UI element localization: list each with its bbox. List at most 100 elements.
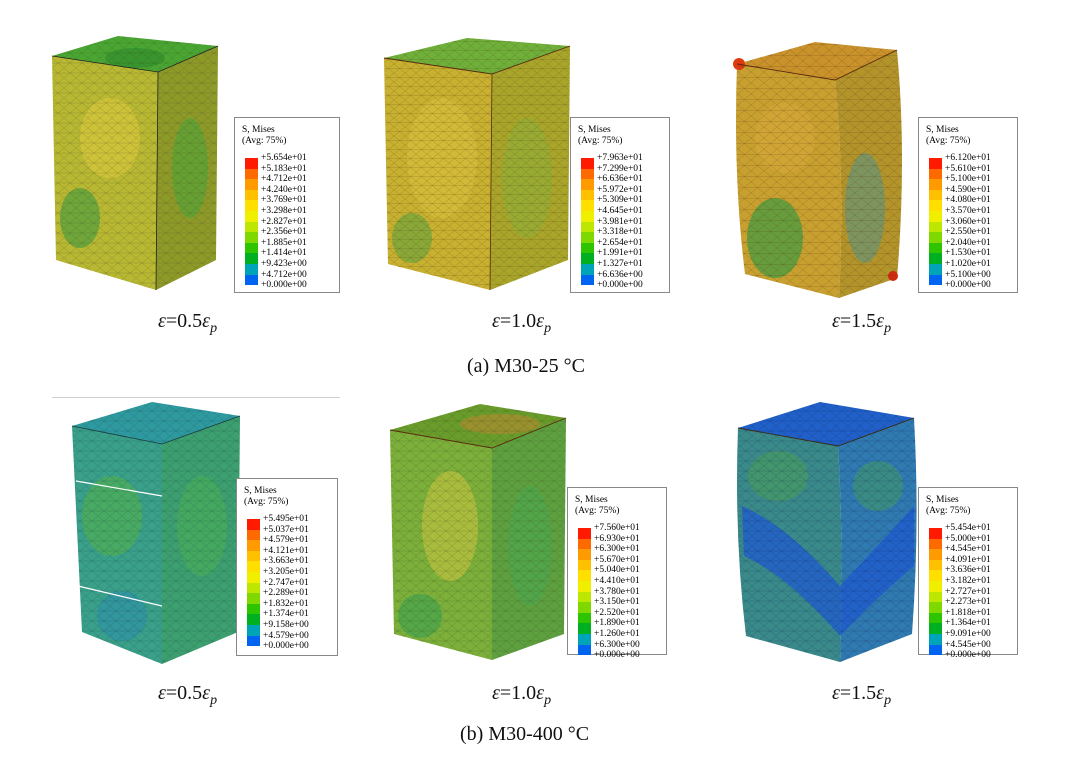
color-bands [929,528,942,656]
legend-value: +2.040e+01 [945,237,991,248]
legend-title: S, Mises [575,495,608,505]
band-4 [929,189,942,201]
strain-peak-subscript: p [884,321,892,336]
legend-value: +6.636e+01 [597,174,643,185]
band-10 [578,623,591,634]
strain-peak-subscript: p [210,693,218,708]
band-8 [929,232,942,243]
band-9 [245,242,258,254]
band-12 [581,274,594,286]
legend-value: +5.000e+01 [945,533,991,544]
legend-value: +6.300e+00 [594,639,640,650]
band-12 [929,644,942,656]
legend-value: +2.654e+01 [597,237,643,248]
legend-avg: (Avg: 75%) [244,497,289,507]
band-9 [578,612,591,624]
mises-legend: S, Mises (Avg: 75%) +5.495e+01 +5.037e+0… [236,478,338,656]
band-1 [247,519,260,530]
band-3 [247,540,260,551]
color-bands [247,519,260,647]
legend-value: +0.000e+00 [945,280,991,291]
strain-symbol: ε [158,682,166,704]
band-6 [247,571,260,583]
band-12 [245,274,258,286]
legend-value: +9.423e+00 [261,258,307,269]
mises-legend: S, Mises (Avg: 75%) +7.560e+01 +6.930e+0… [567,487,667,660]
caption-a: (a) M30-25 °C [467,355,585,377]
legend-value: +5.309e+01 [597,195,643,206]
legend-avg: (Avg: 75%) [242,136,287,146]
legend-avg: (Avg: 75%) [578,136,623,146]
legend-value: +0.000e+00 [594,650,640,661]
legend-value: +5.454e+01 [945,523,991,533]
legend-values: +5.654e+01 +5.183e+01 +4.712e+01 +4.240e… [261,153,307,291]
strain-peak-subscript: p [544,321,552,336]
legend-value: +3.205e+01 [263,566,309,577]
band-7 [578,591,591,603]
legend-value: +5.670e+01 [594,554,640,565]
legend-value: +3.182e+01 [945,575,991,586]
strain-label: ε=1.0εp [492,682,551,709]
legend-value: +2.289e+01 [263,588,309,599]
legend-value: +5.100e+00 [945,269,991,280]
mises-legend: S, Mises (Avg: 75%) +5.454e+01 +5.000e+0… [918,487,1018,660]
strain-symbol: ε [832,310,840,332]
legend-value: +4.545e+01 [945,544,991,555]
legend-value: +7.299e+01 [597,163,643,174]
band-8 [581,232,594,243]
band-8 [929,602,942,613]
band-5 [247,561,260,572]
legend-values: +7.963e+01 +7.299e+01 +6.636e+01 +5.972e… [597,153,643,291]
mises-legend: S, Mises (Avg: 75%) +6.120e+01 +5.610e+0… [918,117,1018,293]
color-bands [578,528,591,656]
legend-value: +5.654e+01 [261,153,307,163]
legend-value: +2.727e+01 [945,586,991,597]
band-11 [929,633,942,645]
strain-peak-subscript: p [544,693,552,708]
legend-value: +5.183e+01 [261,163,307,174]
legend-title: S, Mises [926,125,959,135]
strain-peak-subscript: p [884,693,892,708]
stress-contour-cube [71,402,241,664]
legend-value: +7.963e+01 [597,153,643,163]
band-10 [929,253,942,264]
band-2 [581,168,594,180]
legend-value: +5.100e+01 [945,174,991,185]
legend-value: +4.080e+01 [945,195,991,206]
band-11 [247,624,260,636]
band-6 [581,210,594,222]
stress-contour-cube [737,402,917,662]
band-2 [929,168,942,180]
band-6 [245,210,258,222]
band-5 [929,570,942,581]
strain-peak-symbol: ε [536,310,545,332]
legend-value: +3.780e+01 [594,586,640,597]
band-4 [245,189,258,201]
band-2 [578,538,591,550]
band-10 [581,253,594,264]
band-2 [245,168,258,180]
strain-symbol: ε [492,682,500,704]
legend-value: +4.545e+00 [945,639,991,650]
band-3 [929,179,942,190]
band-12 [578,644,591,656]
legend-value: +0.000e+00 [263,641,309,652]
legend-value: +4.712e+00 [261,269,307,280]
strain-value: =1.5 [839,682,877,704]
band-9 [247,603,260,615]
strain-peak-symbol: ε [876,682,885,704]
band-3 [578,549,591,560]
strain-symbol: ε [832,682,840,704]
legend-value: +1.890e+01 [594,618,640,629]
legend-title: S, Mises [244,486,277,496]
legend-value: +1.020e+01 [945,258,991,269]
legend-value: +1.530e+01 [945,248,991,259]
legend-value: +2.356e+01 [261,227,307,238]
band-6 [578,580,591,592]
band-11 [929,263,942,275]
band-8 [245,232,258,243]
band-11 [245,263,258,275]
band-7 [929,591,942,603]
band-4 [581,189,594,201]
band-5 [581,200,594,211]
